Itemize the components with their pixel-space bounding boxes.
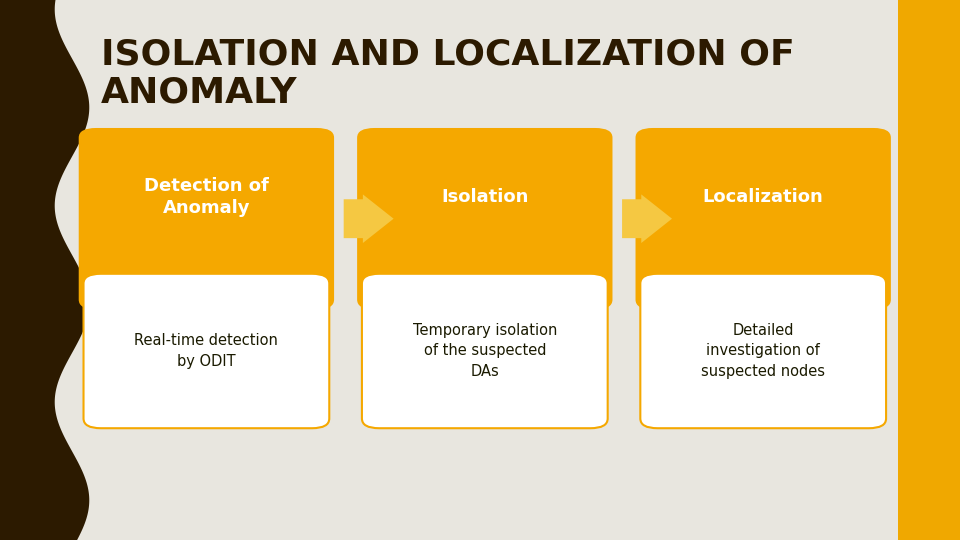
Text: Detection of
Anomaly: Detection of Anomaly bbox=[144, 177, 269, 217]
Text: Localization: Localization bbox=[703, 188, 824, 206]
Text: ISOLATION AND LOCALIZATION OF
ANOMALY: ISOLATION AND LOCALIZATION OF ANOMALY bbox=[101, 38, 795, 110]
FancyBboxPatch shape bbox=[357, 128, 612, 309]
Polygon shape bbox=[898, 0, 960, 540]
Polygon shape bbox=[622, 194, 672, 243]
Polygon shape bbox=[0, 0, 89, 540]
FancyBboxPatch shape bbox=[84, 274, 329, 428]
Text: Real-time detection
by ODIT: Real-time detection by ODIT bbox=[134, 333, 278, 369]
FancyBboxPatch shape bbox=[636, 128, 891, 309]
FancyBboxPatch shape bbox=[79, 128, 334, 309]
FancyBboxPatch shape bbox=[362, 274, 608, 428]
Text: Detailed
investigation of
suspected nodes: Detailed investigation of suspected node… bbox=[701, 323, 826, 379]
Text: Temporary isolation
of the suspected
DAs: Temporary isolation of the suspected DAs bbox=[413, 323, 557, 379]
FancyBboxPatch shape bbox=[640, 274, 886, 428]
Text: Isolation: Isolation bbox=[441, 188, 529, 206]
Polygon shape bbox=[344, 194, 394, 243]
